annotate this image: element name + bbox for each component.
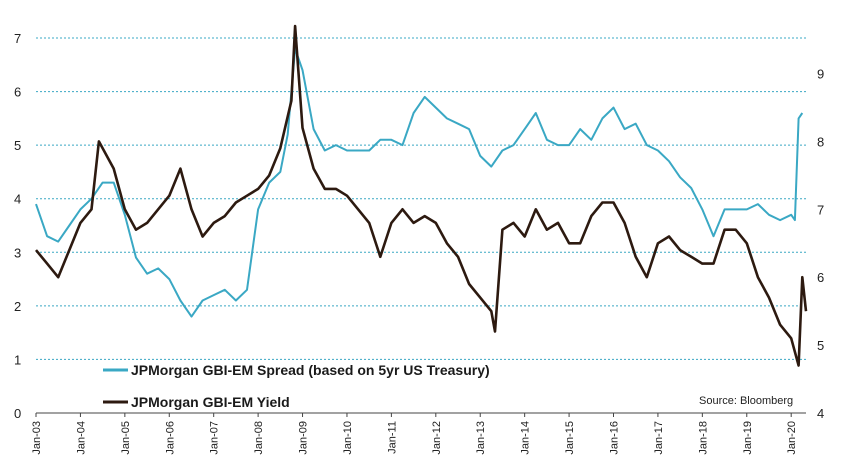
yield-series-line bbox=[34, 24, 808, 367]
x-tick-label: Jan-19 bbox=[742, 421, 754, 455]
x-tick-label: Jan-06 bbox=[164, 421, 176, 455]
x-tick-label: Jan-09 bbox=[298, 421, 310, 455]
x-tick-label: Jan-03 bbox=[31, 421, 43, 455]
y-left-tick-label: 6 bbox=[14, 85, 21, 100]
axis-layer: 0 1 2 3 4 5 6 7 4 5 6 7 8 9 Jan-03 Jan-04 Jan-05 Jan-06 Ja… bbox=[14, 31, 824, 455]
x-tick-label: Jan-15 bbox=[564, 421, 576, 455]
y-left-tick-label: 5 bbox=[14, 138, 21, 153]
x-tick-label: Jan-14 bbox=[520, 421, 532, 455]
legend-label-spread: JPMorgan GBI-EM Spread (based on 5yr US … bbox=[131, 362, 490, 378]
y-right-tick-label: 4 bbox=[817, 406, 824, 421]
y-left-tick-label: 1 bbox=[14, 352, 21, 367]
x-tick-label: Jan-17 bbox=[653, 421, 665, 455]
y-right-tick-label: 5 bbox=[817, 338, 824, 353]
x-tick-label: Jan-05 bbox=[120, 421, 132, 455]
x-tick-label: Jan-11 bbox=[386, 421, 398, 454]
x-tick-label: Jan-04 bbox=[75, 421, 87, 455]
y-right-tick-label: 7 bbox=[817, 202, 824, 217]
series-layer bbox=[34, 24, 808, 367]
y-right-tick-label: 6 bbox=[817, 270, 824, 285]
x-tick-label: Jan-20 bbox=[786, 421, 798, 455]
x-tick-label: Jan-18 bbox=[697, 421, 709, 455]
y-left-tick-label: 4 bbox=[14, 192, 21, 207]
y-left-tick-label: 2 bbox=[14, 299, 21, 314]
spread-series-line bbox=[35, 47, 804, 318]
x-tick-label: Jan-12 bbox=[431, 421, 443, 455]
x-tick-label: Jan-16 bbox=[609, 421, 621, 455]
x-tick-label: Jan-10 bbox=[342, 421, 354, 455]
x-tick-label: Jan-13 bbox=[475, 421, 487, 455]
y-left-tick-label: 7 bbox=[14, 31, 21, 46]
legend: JPMorgan GBI-EM Spread (based on 5yr US … bbox=[103, 362, 490, 410]
grid-layer bbox=[36, 37, 806, 360]
y-left-tick-label: 0 bbox=[14, 406, 21, 421]
y-right-tick-label: 8 bbox=[817, 134, 824, 149]
legend-label-yield: JPMorgan GBI-EM Yield bbox=[131, 394, 290, 410]
x-tick-label: Jan-08 bbox=[253, 421, 265, 455]
source-note: Source: Bloomberg bbox=[699, 395, 793, 407]
y-right-tick-label: 9 bbox=[817, 67, 824, 82]
y-left-tick-label: 3 bbox=[14, 245, 21, 260]
x-tick-label: Jan-07 bbox=[209, 421, 221, 455]
